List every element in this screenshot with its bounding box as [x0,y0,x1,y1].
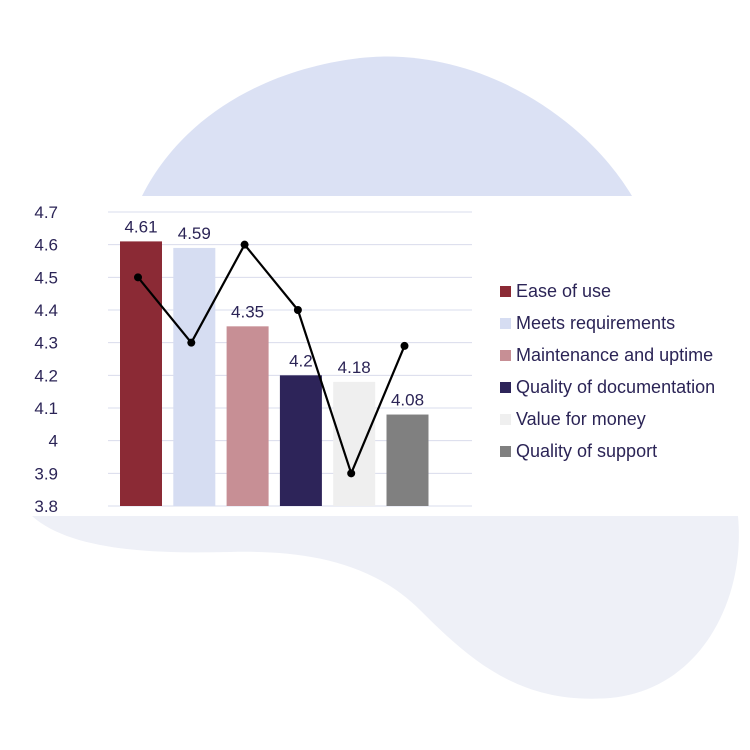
y-tick-label: 4.6 [34,236,58,255]
line-series [134,240,409,478]
data-label: 4.61 [124,217,157,236]
bar [173,247,216,506]
y-tick-label: 4.1 [34,399,58,418]
bar [226,326,269,506]
y-tick-label: 3.9 [34,464,58,483]
bar [279,375,322,506]
legend-swatch [500,382,511,393]
legend-entry: Quality of support [516,441,657,461]
legend-entry: Maintenance and uptime [516,345,713,365]
bar [333,381,376,506]
legend-entry: Value for money [516,409,646,429]
legend-entry: Meets requirements [516,313,675,333]
legend-entry: Ease of use [516,281,611,301]
legend-swatch [500,286,511,297]
data-labels: 4.61 4.59 4.35 4.2 4.18 4.08 [124,217,424,409]
bar [120,241,162,506]
data-label: 4.08 [391,391,424,410]
y-tick-label: 3.8 [34,497,58,516]
line-point [134,273,142,282]
y-tick-label: 4.3 [34,334,58,353]
line-point [240,240,249,249]
bars [120,241,429,506]
data-label: 4.59 [178,224,211,243]
legend-swatch [500,446,511,457]
y-tick-label: 4.4 [34,301,58,320]
y-tick-label: 4.7 [34,203,58,222]
y-tick-label: 4.2 [34,366,58,385]
legend-entry: Quality of documentation [516,377,715,397]
line-point [187,338,196,347]
series-line [137,243,406,475]
line-point [293,306,302,314]
legend-swatch [500,414,511,425]
data-label: 4.2 [289,351,313,370]
line-point [400,341,409,350]
y-axis-ticks: 3.8 3.9 4 4.1 4.2 4.3 4.4 4.5 4.6 4.7 [34,203,58,516]
y-tick-label: 4.5 [34,268,58,287]
background-blob-bottom [32,516,739,699]
data-label: 4.18 [338,358,371,377]
y-tick-label: 4 [49,432,58,451]
line-point [347,469,356,478]
data-label: 4.35 [231,302,264,321]
legend: Ease of use Meets requirements Maintenance… [500,281,715,461]
legend-swatch [500,350,511,361]
background-blob-top [142,56,632,196]
bar [386,414,429,506]
legend-swatch [500,318,511,329]
